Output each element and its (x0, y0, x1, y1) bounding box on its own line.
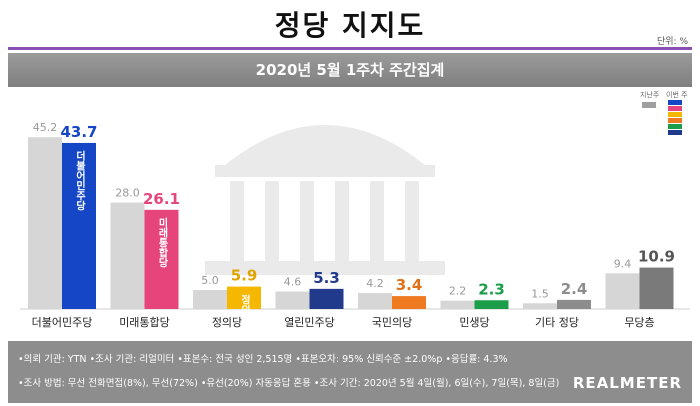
legend-curr-swatch (668, 100, 682, 105)
legend-prev-swatch (642, 102, 656, 108)
bar-curr-1 (144, 209, 179, 309)
value-label-prev-4: 4.2 (366, 277, 384, 290)
value-label-curr-5: 2.3 (478, 280, 505, 298)
value-label-curr-0: 43.7 (60, 123, 97, 141)
assembly-building-watermark (205, 125, 445, 275)
bar-prev-1 (110, 202, 145, 309)
bar-curr-0 (62, 142, 96, 309)
value-label-prev-6: 1.5 (531, 287, 549, 300)
value-label-curr-6: 2.4 (561, 280, 588, 298)
bar-prev-3 (275, 291, 310, 309)
value-label-curr-1: 26.1 (143, 190, 180, 208)
legend-curr-swatch (668, 118, 682, 123)
footer-panel: •의뢰 기관: YTN •조사 기관: 리얼미터 •표본수: 전국 성인 2,5… (8, 341, 692, 403)
legend-curr-swatch (668, 106, 682, 111)
bar-curr-4 (392, 296, 426, 309)
unit-label: 단위: % (656, 37, 688, 47)
bar-curr-6 (557, 299, 591, 309)
value-label-prev-0: 45.2 (33, 121, 58, 134)
legend-curr-label: 이번 주 (666, 91, 688, 99)
footer-survey-info: •의뢰 기관: YTN •조사 기관: 리얼미터 •표본수: 전국 성인 2,5… (18, 354, 508, 365)
category-label-3: 열린민주당 (284, 316, 335, 329)
value-label-curr-3: 5.3 (313, 269, 340, 287)
value-label-prev-2: 5.0 (201, 274, 219, 287)
bar-curr-7 (639, 267, 674, 309)
value-label-curr-4: 3.4 (396, 276, 423, 294)
value-label-curr-7: 10.9 (638, 248, 675, 266)
footer-method-info: •조사 방법: 무선 전화면접(8%), 무선(72%) •유선(20%) 자동… (18, 378, 560, 389)
category-label-0: 더불어민주당 (32, 316, 93, 329)
value-label-prev-5: 2.2 (449, 285, 467, 298)
category-label-1: 미래통합당 (119, 316, 170, 329)
value-label-prev-7: 9.4 (614, 257, 632, 270)
legend-curr-swatch (668, 124, 682, 129)
bar-prev-2 (193, 290, 227, 309)
bar-curr-3 (309, 288, 344, 309)
bar-inner-label-2: 정의당 (239, 293, 251, 325)
page-title: 정당 지지도 (274, 9, 426, 42)
accent-line (8, 47, 692, 50)
category-label-5: 민생당 (459, 316, 489, 329)
category-label-6: 기타 정당 (535, 316, 579, 329)
bar-curr-2 (227, 286, 261, 309)
value-label-curr-2: 5.9 (231, 267, 258, 285)
value-label-prev-1: 28.0 (115, 187, 140, 200)
category-label-2: 정의당 (212, 316, 242, 329)
bar-prev-0 (28, 137, 62, 309)
category-label-4: 국민의당 (372, 316, 412, 329)
bar-inner-label-1: 미래통합당 (156, 217, 168, 269)
bar-curr-5 (474, 300, 509, 309)
value-label-prev-3: 4.6 (284, 276, 302, 289)
brand-logo: REALMETER (572, 374, 682, 392)
legend: 지난주 이번 주 (640, 90, 700, 150)
legend-prev-label: 지난주 (640, 91, 660, 99)
bar-inner-label-0: 더불어민주당 (74, 150, 86, 212)
legend-curr-swatch (668, 112, 682, 117)
legend-curr-swatch (668, 130, 682, 135)
bar-prev-6 (523, 303, 557, 309)
bar-prev-4 (358, 293, 392, 309)
category-label-7: 무당층 (624, 316, 654, 329)
bar-prev-5 (440, 300, 475, 309)
bar-prev-7 (605, 273, 640, 309)
subtitle-bar: 2020년 5월 1주차 주간집계 (8, 53, 692, 87)
